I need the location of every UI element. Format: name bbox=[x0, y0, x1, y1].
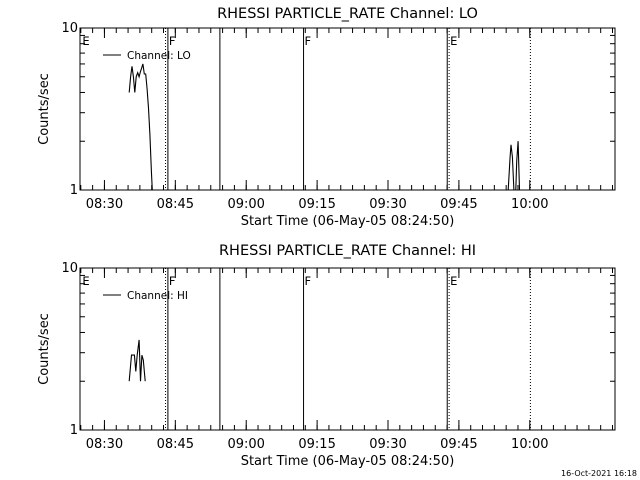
flag-label: E bbox=[450, 34, 457, 48]
flag-label: F bbox=[305, 34, 312, 48]
x-tick-label: 09:30 bbox=[369, 197, 406, 212]
x-tick-label: 09:00 bbox=[227, 437, 264, 452]
x-tick-label: 09:00 bbox=[227, 197, 264, 212]
x-tick-label: 09:15 bbox=[298, 437, 335, 452]
series-line bbox=[507, 141, 521, 191]
x-tick-label: 09:15 bbox=[298, 197, 335, 212]
x-tick-label: 10:00 bbox=[511, 197, 548, 212]
y-tick-label: 10 bbox=[61, 21, 78, 36]
x-axis-label: Start Time (06-May-05 08:24:50) bbox=[241, 454, 455, 469]
flag-label: E bbox=[450, 274, 457, 288]
x-tick-label: 08:30 bbox=[86, 197, 123, 212]
flag-label: E bbox=[82, 274, 89, 288]
y-tick-label: 1 bbox=[70, 183, 78, 198]
x-tick-label: 10:00 bbox=[511, 437, 548, 452]
chart-title: RHESSI PARTICLE_RATE Channel: HI bbox=[219, 243, 476, 259]
legend-label: Channel: HI bbox=[127, 290, 188, 302]
y-tick-label: 10 bbox=[61, 261, 78, 276]
x-tick-label: 08:45 bbox=[157, 437, 194, 452]
panel-hi: RHESSI PARTICLE_RATE Channel: HI 1 10 08:30… bbox=[37, 243, 616, 469]
x-tick-label: 08:45 bbox=[157, 197, 194, 212]
x-tick-label: 09:45 bbox=[440, 437, 477, 452]
panel-lo: RHESSI PARTICLE_RATE Channel: LO 1 10 08:30… bbox=[37, 6, 616, 229]
x-axis-label: Start Time (06-May-05 08:24:50) bbox=[241, 214, 455, 229]
flag-label: F bbox=[169, 274, 176, 288]
y-axis-label: Counts/sec bbox=[37, 73, 52, 145]
chart-title: RHESSI PARTICLE_RATE Channel: LO bbox=[217, 6, 478, 22]
flag-label: F bbox=[169, 34, 176, 48]
legend-label: Channel: LO bbox=[127, 50, 191, 62]
flag-label: E bbox=[82, 34, 89, 48]
flag-label: F bbox=[305, 274, 312, 288]
series-line bbox=[128, 339, 146, 382]
x-tick-label: 09:45 bbox=[440, 197, 477, 212]
date-stamp: 16-Oct-2021 16:18 bbox=[561, 469, 637, 478]
y-tick-label: 1 bbox=[70, 423, 78, 438]
x-tick-label: 08:30 bbox=[86, 437, 123, 452]
plot-frame bbox=[79, 27, 616, 191]
plot-frame bbox=[79, 267, 616, 431]
series-line bbox=[128, 63, 153, 191]
x-tick-label: 09:30 bbox=[369, 437, 406, 452]
y-axis-label: Counts/sec bbox=[37, 313, 52, 385]
